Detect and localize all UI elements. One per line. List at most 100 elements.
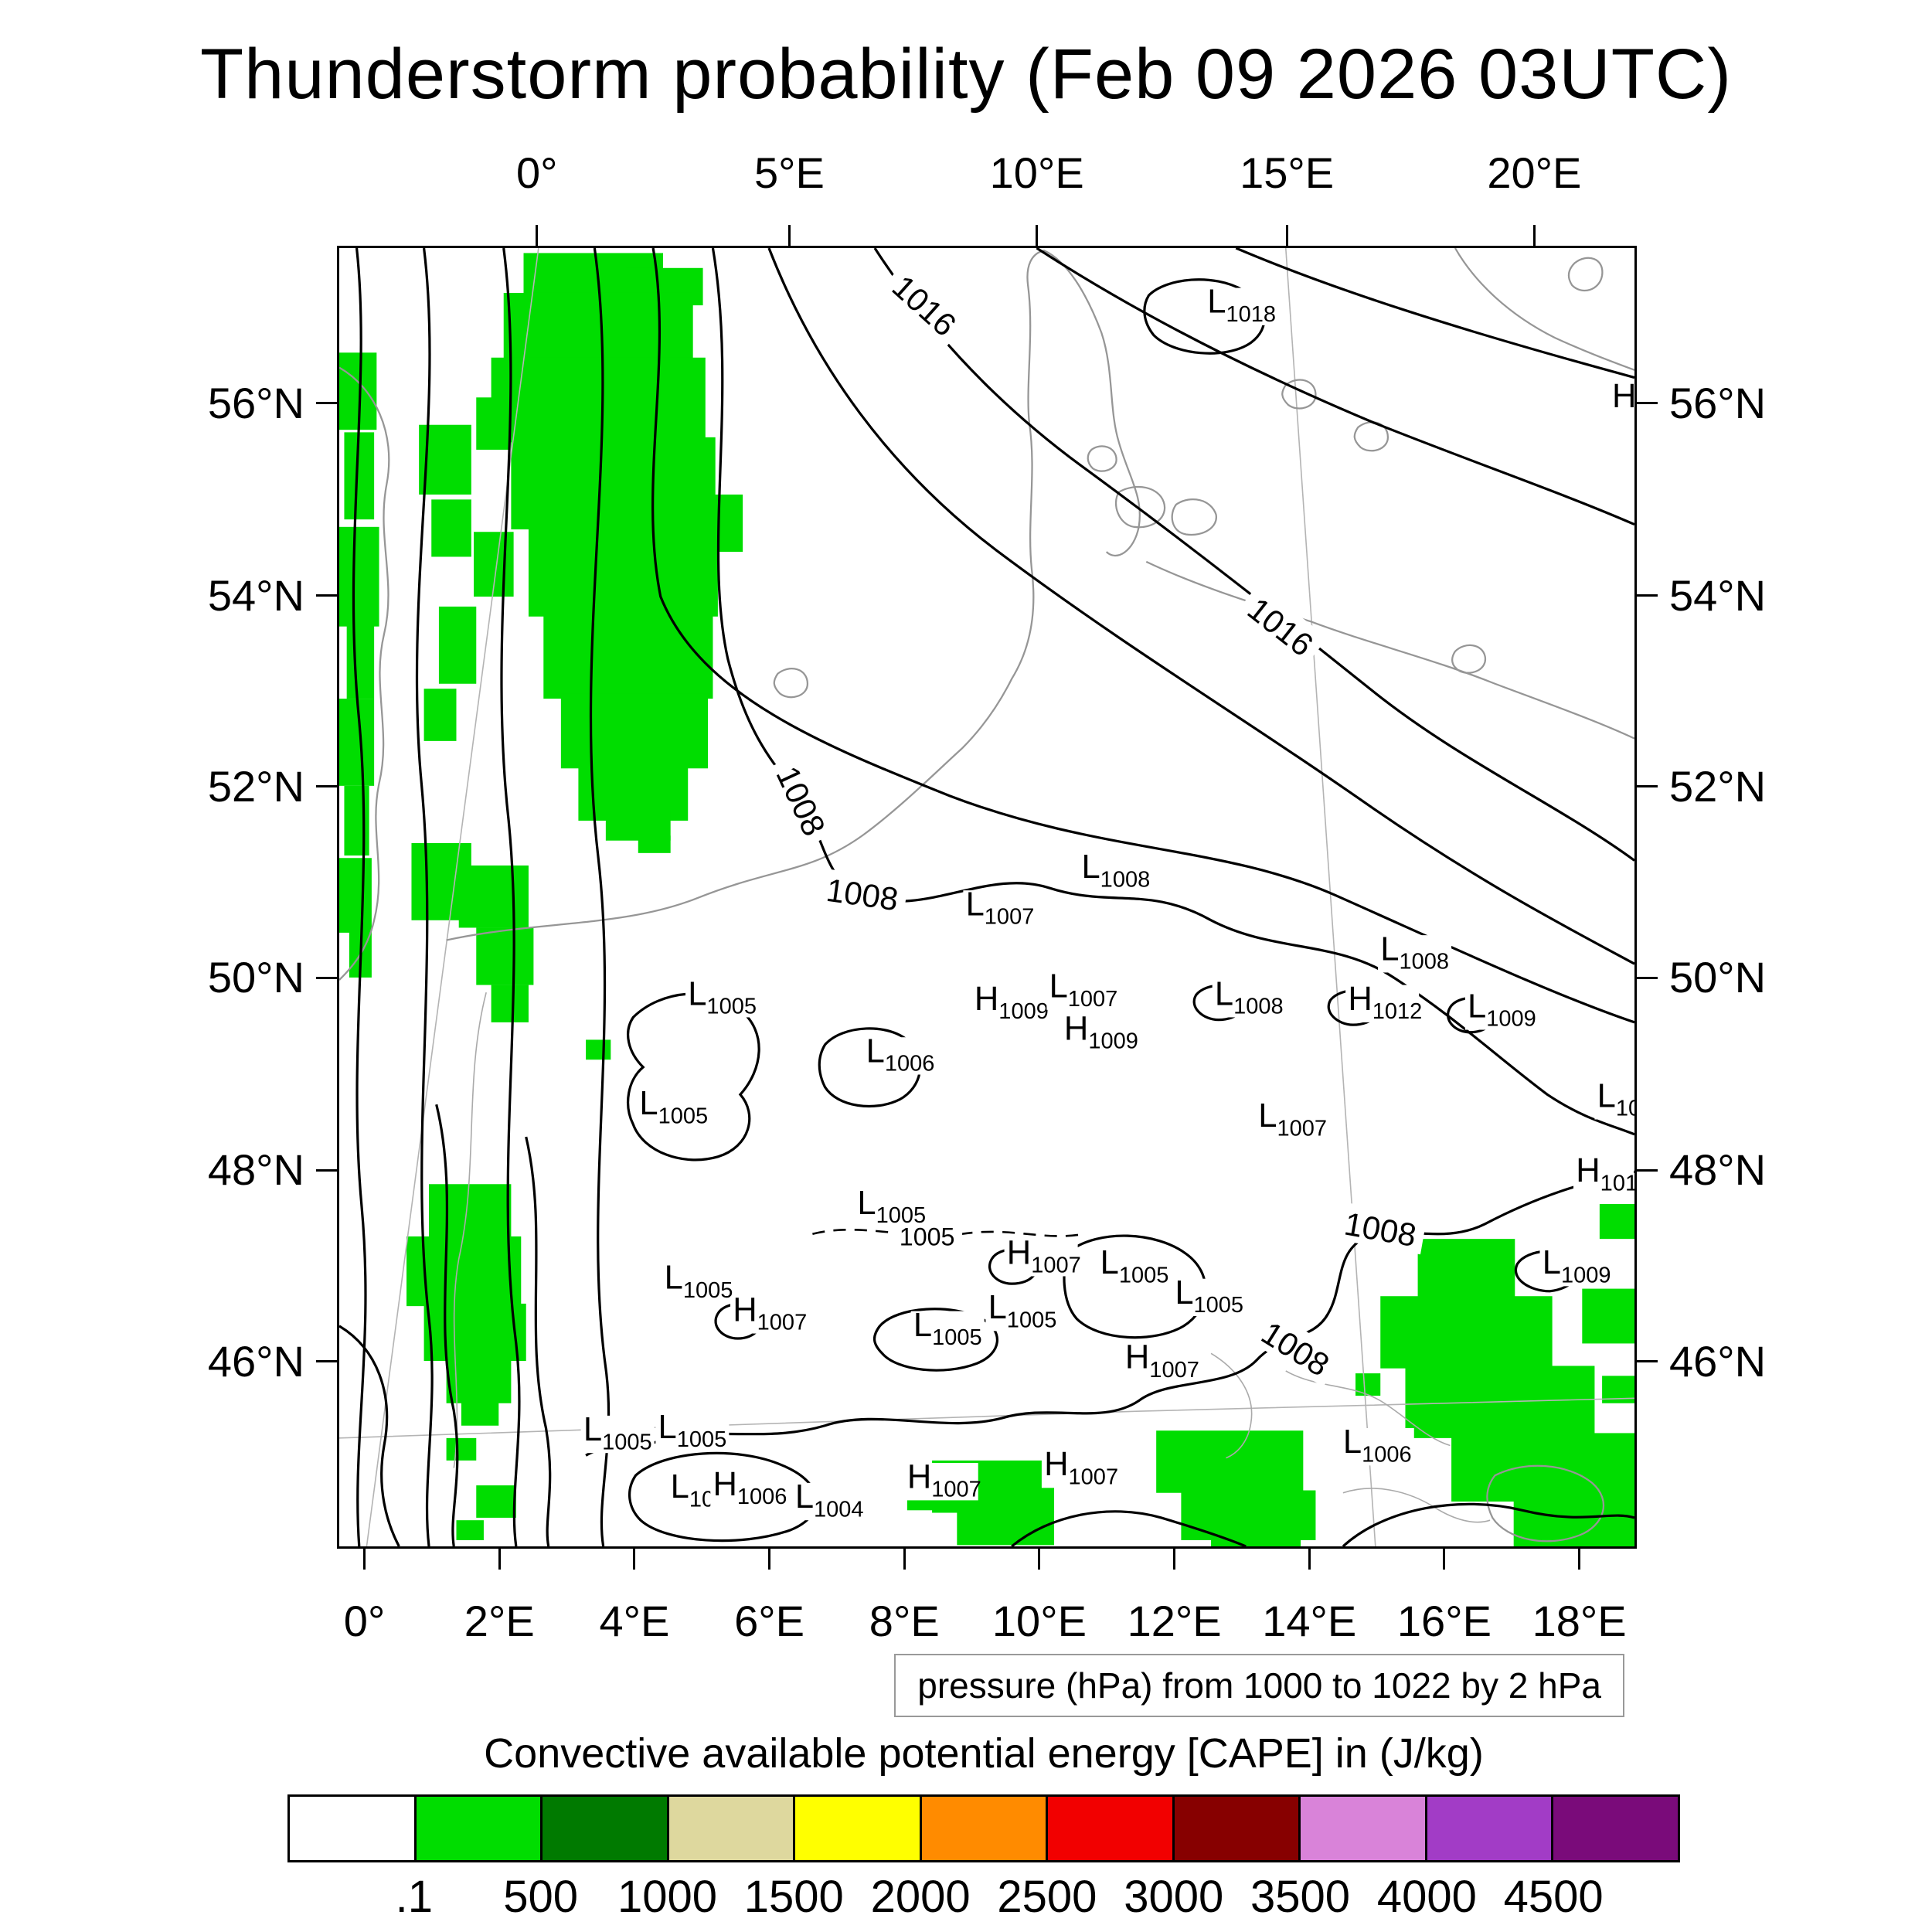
axis-tick [1308,1549,1311,1570]
colorbar-cell [793,1797,920,1860]
isobar-value-label: 1008 [766,752,838,849]
isobar-contour [435,1104,459,1546]
pressure-center-high: H1006 [710,1466,787,1509]
pressure-center-high: H1007 [904,1458,981,1502]
isobar-contour [1342,1502,1634,1546]
svg-text:L1005: L1005 [857,1185,926,1228]
island-bornholm [1451,644,1486,674]
x-axis-label-bottom: 10°E [992,1597,1087,1645]
isobar-1018 [1036,248,1634,526]
river-alps-b [1342,1488,1491,1523]
cape-region-cell [476,1485,516,1518]
pressure-center-high: H [1609,378,1634,420]
coastline-baltic [1145,560,1634,740]
colorbar-cell [1424,1797,1552,1860]
river-alps-a [1285,1370,1451,1447]
cape-region-cell [458,865,529,928]
axis-tick [1637,1168,1658,1172]
pressure-center-low: L1005 [637,1085,711,1128]
pressure-caption: pressure (hPa) from 1000 to 1022 by 2 hP… [894,1654,1624,1717]
cape-region-cell [476,397,509,450]
svg-text:L1018: L1018 [1207,284,1276,327]
x-axis-label-top: 5°E [754,148,825,197]
pressure-center-low: L1005 [655,1409,730,1452]
axis-tick [1637,976,1658,979]
colorbar-cell [919,1797,1046,1860]
colorbar-tick-label: 4500 [1503,1872,1604,1922]
isobar-1020 [1235,248,1634,379]
svg-text:L1009: L1009 [1468,988,1536,1031]
pressure-center-low: L10 [1594,1077,1634,1121]
pressure-center-low: L1009 [1464,988,1539,1032]
isobar-contour [525,1136,552,1546]
coastline-england [339,366,390,981]
svg-text:L1005: L1005 [639,1085,708,1128]
y-axis-label-right: 50°N [1669,953,1767,1002]
isobar-1008 [711,248,1634,1136]
cape-region-cell [1211,1535,1301,1546]
colorbar-cell [413,1797,541,1860]
svg-text:H1007: H1007 [733,1291,807,1335]
lake-ijsselmeer [773,668,809,699]
y-axis-label-right: 48°N [1669,1145,1767,1195]
isobar-contour [352,248,367,1546]
y-axis-label-right: 52°N [1669,761,1767,811]
isobar-closed-1018 [1143,278,1266,355]
coastline-northsea-jutland [446,250,1141,941]
svg-text:L1007: L1007 [966,886,1035,929]
pressure-center-high: H1007 [730,1291,807,1335]
pressure-center-low: L1018 [1205,284,1279,327]
cape-region-cell [461,1398,499,1426]
svg-text:L1009: L1009 [1543,1244,1611,1287]
y-axis-label-left: 56°N [207,378,304,427]
cape-region-cell [586,1039,611,1060]
pressure-center-low: L1005 [985,1289,1060,1333]
svg-text:L1005: L1005 [688,975,757,1019]
cape-region-cell [528,524,718,617]
cape-region-cell [429,1184,512,1242]
cape-region-cell [1417,1239,1515,1301]
colorbar-tick-label: 500 [503,1872,579,1922]
axis-tick [1036,225,1039,246]
colorbar-tick-label: 4000 [1376,1872,1477,1922]
axis-tick [633,1549,636,1570]
colorbar-tick-labels: .1 500 1000 1500 2000 2500 3000 3500 4000 4500 [287,1875,1680,1924]
isobar-1008-south [585,1170,1634,1457]
pressure-center-high: H1007 [1041,1446,1118,1489]
svg-text:H: H [1612,378,1634,415]
svg-text:H1009: H1009 [975,981,1049,1024]
cape-region-cell [1181,1490,1316,1540]
cape-region-cell [423,689,457,741]
colorbar-tick-label: .1 [395,1872,433,1922]
cape-region-cell [491,357,706,443]
axis-tick [1637,1360,1658,1363]
isobar-value-label: 1008 [816,868,909,919]
svg-text:H1012: H1012 [1348,981,1422,1024]
pressure-center-low: L1007 [1046,968,1121,1012]
axis-tick [363,1549,366,1570]
axis-tick [1637,785,1658,788]
pressure-center-low: L1005 [662,1260,736,1303]
x-axis-label-bottom: 12°E [1127,1597,1222,1645]
svg-text:1005: 1005 [900,1223,955,1251]
pressure-center-high: H1007 [1122,1339,1199,1383]
x-axis-label-bottom: 6°E [734,1597,805,1645]
pressure-center-low: L1008 [1212,975,1286,1019]
pressure-center-low: L1008 [1079,849,1153,892]
svg-text:H1007: H1007 [1007,1234,1081,1277]
y-axis-label-left: 50°N [207,953,304,1002]
svg-text:H1007: H1007 [1125,1339,1199,1383]
x-axis-label-bottom: 4°E [599,1597,670,1645]
island-small [1087,445,1117,472]
pressure-center-low: L1007 [963,886,1037,930]
svg-text:H1007: H1007 [907,1458,981,1502]
isobar-contour [339,1325,400,1546]
pressure-center-low: L1006 [863,1032,937,1077]
axis-tick [498,1549,501,1570]
x-axis-label-bottom: 8°E [869,1597,940,1645]
isobar-closed-low [818,1027,922,1108]
colorbar-cell [666,1797,794,1860]
cape-region-cell [339,699,375,786]
cape-region-cell [638,835,671,853]
pressure-center-low: L1005 [1172,1274,1247,1318]
